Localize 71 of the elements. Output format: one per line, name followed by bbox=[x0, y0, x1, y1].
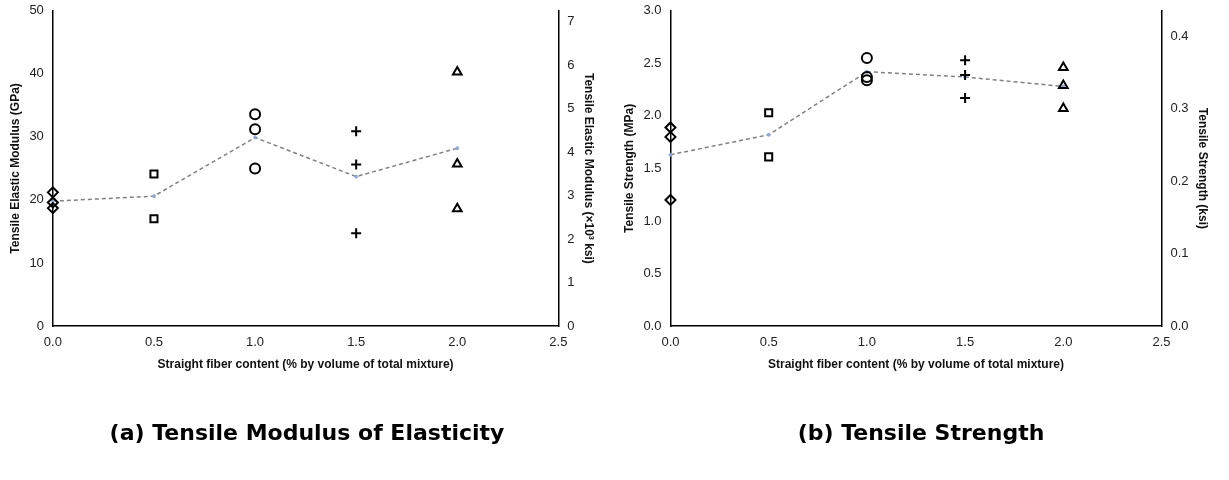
point bbox=[959, 54, 972, 67]
x-tick-label: 2.5 bbox=[549, 334, 568, 350]
y-axis-title: Tensile Strength (MPa) bbox=[621, 103, 636, 233]
y-tick-label: 40 bbox=[29, 65, 44, 81]
x-tick-label: 2.0 bbox=[448, 334, 467, 350]
point bbox=[46, 202, 59, 215]
y-axis-title: Tensile Elastic Modulus (GPa) bbox=[7, 83, 22, 254]
point bbox=[1057, 79, 1069, 89]
point bbox=[249, 108, 262, 121]
y-tick-label: 0.5 bbox=[643, 265, 662, 281]
y-tick-label: 2.0 bbox=[643, 107, 662, 123]
point bbox=[249, 162, 262, 175]
y-tick-label: 3.0 bbox=[643, 2, 662, 18]
y2-tick-label: 5 bbox=[567, 100, 575, 116]
x-tick-label: 2.0 bbox=[1054, 334, 1073, 350]
x-tick-label: 1.5 bbox=[347, 334, 366, 350]
y-tick-label: 10 bbox=[29, 254, 44, 270]
y2-tick-label: 4 bbox=[567, 143, 575, 159]
point bbox=[350, 227, 363, 240]
y2-tick-label: 0.3 bbox=[1170, 100, 1189, 116]
y2-tick-label: 0.2 bbox=[1170, 172, 1189, 188]
x-tick-label: 0.5 bbox=[759, 334, 778, 350]
y2-tick-label: 3 bbox=[567, 187, 575, 203]
y-tick-label: 50 bbox=[29, 2, 44, 18]
x-axis-title: Straight fiber content (% by volume of total mixture) bbox=[157, 357, 454, 372]
point bbox=[1057, 61, 1069, 72]
x-axis-title: Straight fiber content (% by volume of total mixture) bbox=[767, 357, 1065, 372]
point bbox=[350, 158, 363, 171]
y2-tick-label: 6 bbox=[567, 56, 575, 72]
y-tick-label: 0.0 bbox=[643, 317, 662, 333]
y2-tick-label: 2 bbox=[567, 230, 575, 246]
text: (a) Tensile Modulus of Elasticity bbox=[108, 420, 506, 445]
x-tick-label: 2.5 bbox=[1152, 334, 1171, 350]
x-tick-label: 1.0 bbox=[857, 334, 876, 350]
point bbox=[664, 121, 677, 134]
x-tick-label: 0.5 bbox=[144, 334, 163, 350]
point bbox=[451, 202, 463, 213]
x-tick-label: 0.0 bbox=[43, 334, 62, 350]
y-tick-label: 1.0 bbox=[643, 212, 662, 228]
point bbox=[860, 70, 873, 83]
point bbox=[46, 186, 59, 199]
text: (b) Tensile Strength bbox=[796, 420, 1046, 445]
y2-tick-label: 0.4 bbox=[1170, 27, 1189, 43]
point bbox=[149, 169, 159, 179]
x-tick-label: 1.5 bbox=[956, 334, 975, 350]
point bbox=[1057, 102, 1069, 113]
x-tick-label: 1.0 bbox=[246, 334, 265, 350]
y2-tick-label: 0 bbox=[567, 317, 575, 333]
y2-axis-title: Tensile Elastic Modulus (×10³ ksi) bbox=[582, 72, 597, 264]
point bbox=[149, 214, 159, 224]
point bbox=[451, 157, 463, 168]
y-tick-label: 20 bbox=[29, 191, 44, 207]
point bbox=[350, 125, 363, 138]
y2-tick-label: 0.0 bbox=[1170, 317, 1189, 333]
point bbox=[46, 196, 59, 209]
point bbox=[860, 52, 873, 65]
point bbox=[664, 193, 677, 206]
point bbox=[451, 65, 463, 76]
point bbox=[249, 123, 262, 136]
y-tick-label: 1.5 bbox=[643, 159, 662, 175]
y2-tick-label: 1 bbox=[567, 274, 575, 290]
y2-tick-label: 0.1 bbox=[1170, 245, 1189, 261]
y-tick-label: 2.5 bbox=[643, 54, 662, 70]
y-tick-label: 30 bbox=[29, 128, 44, 144]
point bbox=[764, 152, 774, 162]
y-tick-label: 0 bbox=[36, 317, 44, 333]
y2-axis-title: Tensile Strength (ksi) bbox=[1196, 107, 1211, 229]
point bbox=[860, 74, 873, 87]
x-tick-label: 0.0 bbox=[661, 334, 680, 350]
y2-tick-label: 7 bbox=[567, 13, 575, 29]
point bbox=[764, 108, 774, 118]
